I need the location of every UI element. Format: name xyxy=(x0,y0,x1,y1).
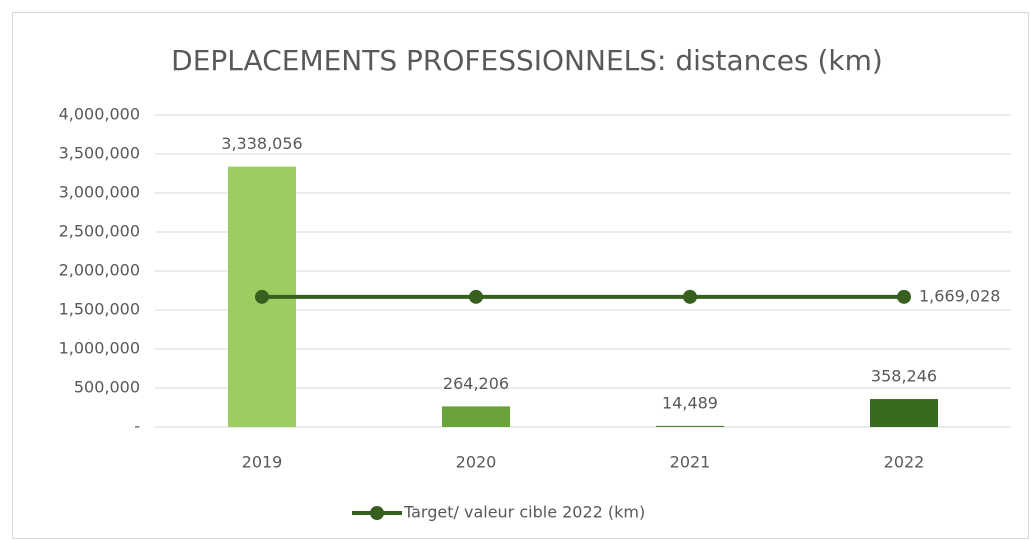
x-tick-label: 2019 xyxy=(242,453,283,472)
chart-border xyxy=(12,12,1029,539)
x-tick-label: 2022 xyxy=(884,453,925,472)
y-tick-label: 2,500,000 xyxy=(59,222,140,241)
legend-label: Target/ valeur cible 2022 (km) xyxy=(403,503,645,522)
target-marker xyxy=(897,289,911,304)
y-tick-label: 1,000,000 xyxy=(59,339,140,358)
y-tick-label: 4,000,000 xyxy=(59,105,140,124)
bar xyxy=(656,425,724,427)
data-label: 264,206 xyxy=(443,374,509,393)
y-tick-label: 3,500,000 xyxy=(59,144,140,163)
data-label: 358,246 xyxy=(871,367,937,386)
x-tick-label: 2021 xyxy=(670,453,711,472)
target-marker xyxy=(469,289,483,304)
data-label: 1,669,028 xyxy=(919,286,1000,305)
data-label: 14,489 xyxy=(662,393,718,412)
y-tick-label: 2,000,000 xyxy=(59,261,140,280)
bar xyxy=(870,399,938,427)
y-tick-label: 1,500,000 xyxy=(59,300,140,319)
data-label: 3,338,056 xyxy=(221,134,302,153)
bar xyxy=(442,406,510,427)
y-tick-label: 3,000,000 xyxy=(59,183,140,202)
chart-title: DEPLACEMENTS PROFESSIONNELS: distances (… xyxy=(171,44,883,77)
y-tick-label: 500,000 xyxy=(74,378,140,397)
target-marker xyxy=(255,289,269,304)
x-tick-label: 2020 xyxy=(456,453,497,472)
legend-marker xyxy=(370,506,384,520)
target-marker xyxy=(683,289,697,304)
y-tick-label: - xyxy=(134,417,140,436)
